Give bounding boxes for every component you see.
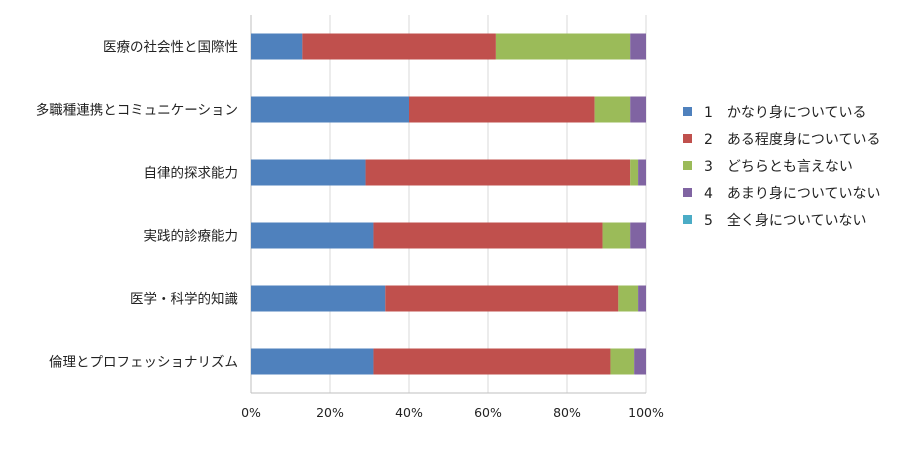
- category-label: 多職種連携とコミュニケーション: [36, 102, 238, 119]
- bar-segment: [251, 96, 409, 123]
- legend-swatch: [683, 215, 692, 224]
- legend-label: 1 かなり身についている: [704, 104, 867, 121]
- legend-swatch: [683, 134, 692, 143]
- bar-segment: [638, 285, 646, 312]
- bar-segment: [373, 348, 611, 375]
- legend-item: 4 あまり身についていない: [683, 179, 881, 206]
- legend-item: 5 全く身についていない: [683, 206, 881, 233]
- category-label: 自律的探求能力: [144, 166, 239, 182]
- x-tick-label: 80%: [553, 405, 581, 420]
- bar-segment: [495, 33, 631, 60]
- bar-segment: [630, 33, 646, 60]
- x-tick-label: 20%: [316, 405, 344, 420]
- bar-segment: [618, 285, 639, 312]
- bar-segment: [251, 33, 303, 60]
- bar-segment: [630, 159, 639, 186]
- bar-segment: [594, 96, 631, 123]
- x-tick-label: 60%: [474, 405, 502, 420]
- bar-segment: [251, 348, 374, 375]
- bar-segment: [638, 159, 646, 186]
- category-label: 倫理とプロフェッショナリズム: [49, 355, 238, 371]
- bar-segment: [409, 96, 595, 123]
- bar-segment: [302, 33, 496, 60]
- bar-segment: [630, 222, 646, 249]
- category-label: 医療の社会性と国際性: [103, 39, 238, 56]
- x-tick-label: 40%: [395, 405, 423, 420]
- bar-segment: [610, 348, 635, 375]
- legend-label: 3 どちらとも言えない: [704, 158, 853, 175]
- legend-label: 2 ある程度身についている: [704, 131, 881, 148]
- legend-swatch: [683, 188, 692, 197]
- category-label: 実践的診療能力: [144, 228, 239, 245]
- bar-segment: [251, 285, 386, 312]
- bar-segment: [602, 222, 631, 249]
- legend-item: 1 かなり身についている: [683, 98, 881, 125]
- bar-segment: [373, 222, 603, 249]
- category-label: 医学・科学的知識: [130, 291, 238, 308]
- bar-segment: [251, 159, 366, 186]
- bar-segment: [385, 285, 619, 312]
- x-tick-label: 0%: [241, 405, 261, 420]
- legend-item: 2 ある程度身についている: [683, 125, 881, 152]
- legend-item: 3 どちらとも言えない: [683, 152, 881, 179]
- legend-label: 5 全く身についていない: [704, 212, 867, 229]
- legend-label: 4 あまり身についていない: [704, 185, 881, 202]
- bar-segment: [365, 159, 631, 186]
- bar-segment: [634, 348, 646, 375]
- chart-legend: 1 かなり身についている 2 ある程度身についている 3 どちらとも言えない 4 あま…: [683, 98, 881, 233]
- bar-segment: [251, 222, 374, 249]
- bar-segment: [630, 96, 646, 123]
- legend-swatch: [683, 107, 692, 116]
- x-tick-label: 100%: [628, 405, 664, 420]
- legend-swatch: [683, 161, 692, 170]
